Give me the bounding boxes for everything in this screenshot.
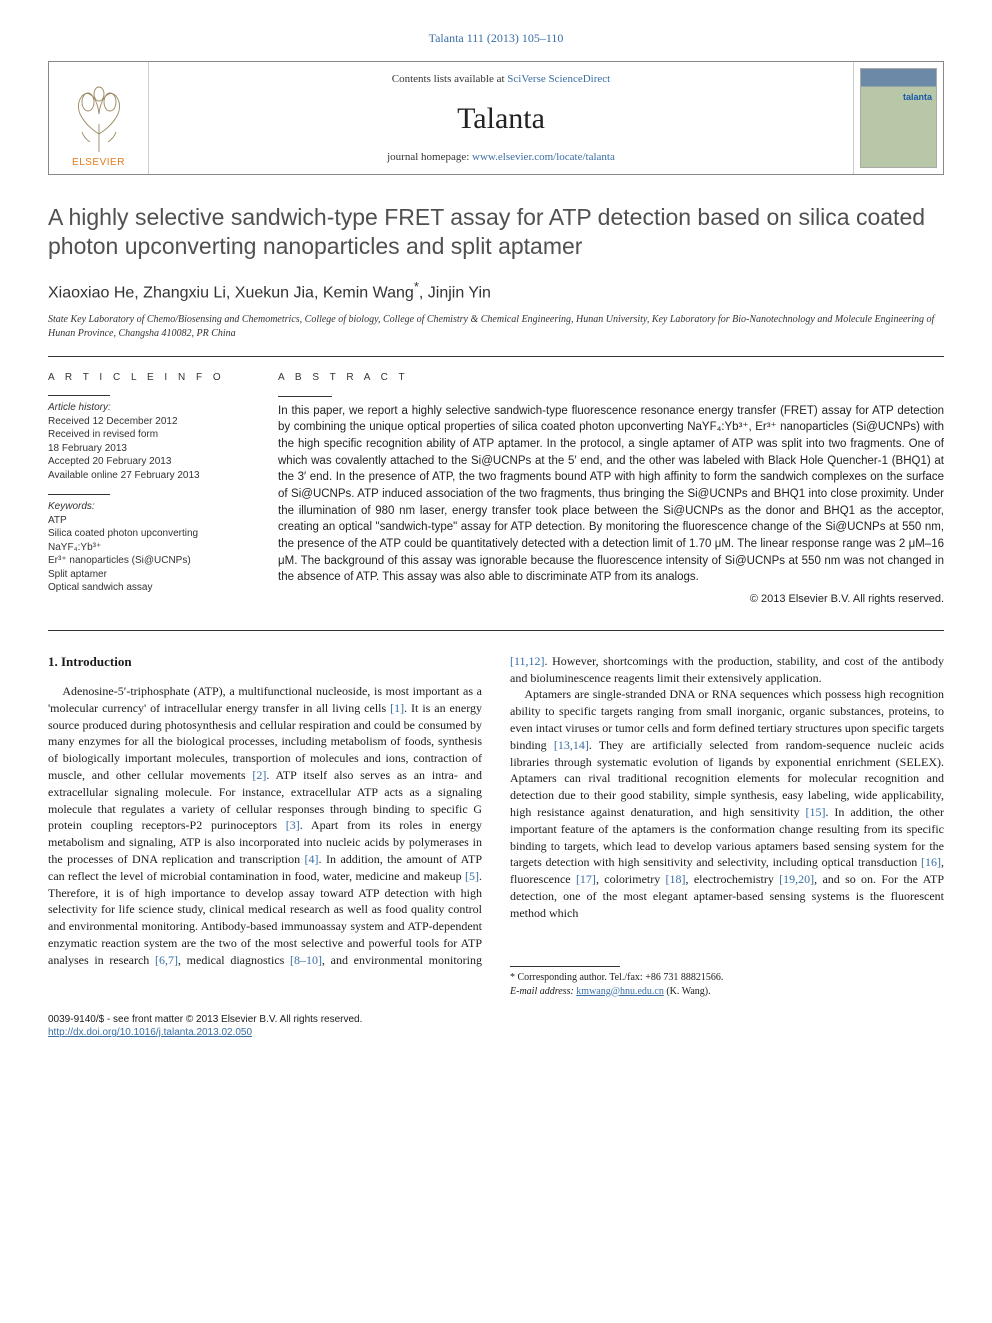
- citation-link[interactable]: [3]: [286, 818, 300, 832]
- divider: [48, 356, 944, 357]
- doi-link[interactable]: http://dx.doi.org/10.1016/j.talanta.2013…: [48, 1027, 252, 1038]
- history-accepted: Accepted 20 February 2013: [48, 455, 250, 469]
- citation-link[interactable]: [19,20]: [779, 872, 814, 886]
- citation-link[interactable]: [8–10]: [290, 953, 322, 967]
- keyword: Optical sandwich assay: [48, 581, 250, 595]
- article-info-label: A R T I C L E I N F O: [48, 371, 250, 385]
- corresponding-footnote: * Corresponding author. Tel./fax: +86 73…: [510, 971, 944, 985]
- citation-link[interactable]: [1]: [390, 701, 404, 715]
- homepage-link[interactable]: www.elsevier.com/locate/talanta: [472, 151, 615, 163]
- keyword: Split aptamer: [48, 568, 250, 582]
- email-label: E-mail address:: [510, 986, 576, 997]
- citation-link[interactable]: [16]: [921, 855, 941, 869]
- authors-main: Xiaoxiao He, Zhangxiu Li, Xuekun Jia, Ke…: [48, 285, 414, 302]
- abstract-label: A B S T R A C T: [278, 371, 944, 386]
- body-text-fragment: , and environmental monitoring: [322, 953, 482, 967]
- keyword: NaYF₄:Yb³⁺: [48, 541, 250, 555]
- journal-header: ELSEVIER Contents lists available at Sci…: [48, 61, 944, 175]
- abstract-text: In this paper, we report a highly select…: [278, 403, 944, 586]
- citation-link[interactable]: [15]: [805, 805, 825, 819]
- footnotes: * Corresponding author. Tel./fax: +86 73…: [510, 966, 944, 999]
- body-text-fragment: , colorimetry: [596, 872, 666, 886]
- homepage-line: journal homepage: www.elsevier.com/locat…: [157, 150, 845, 165]
- body-text-fragment: , electrochemistry: [686, 872, 780, 886]
- authors-tail: , Jinjin Yin: [419, 285, 491, 302]
- abstract-copyright: © 2013 Elsevier B.V. All rights reserved…: [278, 592, 944, 608]
- email-tail: (K. Wang).: [664, 986, 711, 997]
- email-link[interactable]: kmwang@hnu.edu.cn: [576, 986, 664, 997]
- keyword: Silica coated photon upconverting: [48, 527, 250, 541]
- email-footnote: E-mail address: kmwang@hnu.edu.cn (K. Wa…: [510, 985, 944, 999]
- article-history: Article history: Received 12 December 20…: [48, 401, 250, 482]
- history-revised-2: 18 February 2013: [48, 442, 250, 456]
- citation-link[interactable]: [4]: [305, 852, 319, 866]
- info-subrule: [48, 395, 110, 396]
- contents-prefix: Contents lists available at: [392, 73, 507, 85]
- info-subrule: [48, 494, 110, 495]
- citation-link[interactable]: [18]: [666, 872, 686, 886]
- citation-link[interactable]: [11,12]: [510, 654, 545, 668]
- body-text-fragment: , medical diagnostics: [178, 953, 290, 967]
- publisher-block: ELSEVIER: [49, 62, 149, 174]
- citation-link[interactable]: [17]: [576, 872, 596, 886]
- abstract-subrule: [278, 396, 332, 397]
- citation-link[interactable]: [6,7]: [155, 953, 178, 967]
- footer-copyright: 0039-9140/$ - see front matter © 2013 El…: [48, 1013, 944, 1027]
- affiliation: State Key Laboratory of Chemo/Biosensing…: [48, 313, 944, 340]
- page-footer: 0039-9140/$ - see front matter © 2013 El…: [48, 1013, 944, 1040]
- history-received: Received 12 December 2012: [48, 415, 250, 429]
- sciencedirect-link[interactable]: SciVerse ScienceDirect: [507, 73, 610, 85]
- journal-cover-icon: talanta: [860, 68, 937, 168]
- body-paragraph: Aptamers are single-stranded DNA or RNA …: [510, 686, 944, 921]
- history-heading: Article history:: [48, 401, 250, 415]
- cover-label: talanta: [903, 91, 932, 104]
- article-info: A R T I C L E I N F O Article history: R…: [48, 371, 250, 608]
- keywords-heading: Keywords:: [48, 500, 250, 514]
- homepage-prefix: journal homepage:: [387, 151, 472, 163]
- citation-link[interactable]: [5]: [465, 869, 479, 883]
- divider: [48, 630, 944, 631]
- history-revised-1: Received in revised form: [48, 428, 250, 442]
- contents-line: Contents lists available at SciVerse Sci…: [157, 72, 845, 87]
- body-text: 1. Introduction Adenosine-5′-triphosphat…: [48, 653, 944, 999]
- footnote-rule: [510, 966, 620, 967]
- citation-link[interactable]: [2]: [252, 768, 266, 782]
- journal-reference: Talanta 111 (2013) 105–110: [48, 30, 944, 47]
- publisher-label: ELSEVIER: [72, 156, 125, 170]
- cover-thumb-block: talanta: [853, 62, 943, 174]
- keyword: ATP: [48, 514, 250, 528]
- abstract: A B S T R A C T In this paper, we report…: [278, 371, 944, 608]
- elsevier-tree-icon: [66, 84, 132, 154]
- article-title: A highly selective sandwich-type FRET as…: [48, 203, 944, 261]
- section-heading: 1. Introduction: [48, 653, 482, 671]
- keywords-block: Keywords: ATP Silica coated photon upcon…: [48, 500, 250, 595]
- authors: Xiaoxiao He, Zhangxiu Li, Xuekun Jia, Ke…: [48, 278, 944, 305]
- citation-link[interactable]: [13,14]: [554, 738, 589, 752]
- history-online: Available online 27 February 2013: [48, 469, 250, 483]
- keyword: Er³⁺ nanoparticles (Si@UCNPs): [48, 554, 250, 568]
- body-text-fragment: . However, shortcomings with the product…: [510, 654, 944, 685]
- journal-name: Talanta: [157, 98, 845, 140]
